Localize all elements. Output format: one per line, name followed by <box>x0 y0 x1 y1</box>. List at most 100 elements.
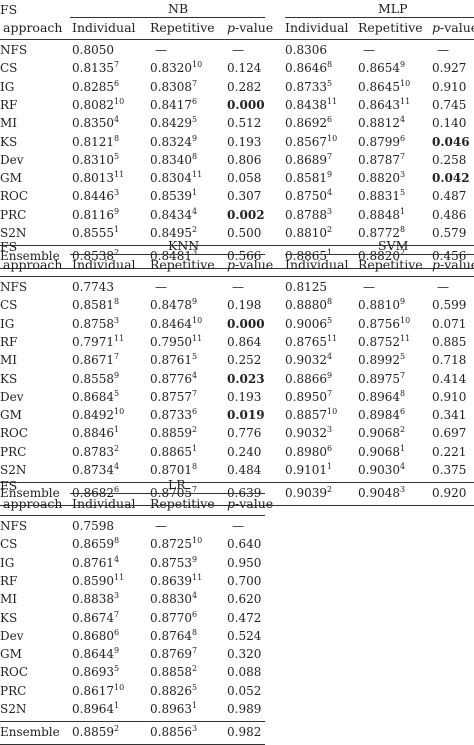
fs-method-label: RF <box>0 97 18 112</box>
rank-superscript: 3 <box>192 248 198 257</box>
col-repetitive: Repetitive <box>358 20 423 35</box>
fs-method-label: CS <box>0 61 18 76</box>
ensemble-rule <box>0 482 474 483</box>
p-value: 0.697 <box>432 426 467 441</box>
repetitive-value: 0.84176 <box>150 96 198 112</box>
group-rule <box>70 17 265 18</box>
individual-value: 0.86598 <box>72 536 120 552</box>
rank-superscript: 8 <box>114 133 120 143</box>
individual-value: 0.801311 <box>72 170 125 186</box>
rank-superscript: 9 <box>192 133 198 143</box>
fs-method-label: PRC <box>0 207 27 222</box>
p-value: — <box>232 280 244 294</box>
model-title-knn: KNN <box>168 238 200 253</box>
fs-method-label: ROC <box>0 665 29 680</box>
rank-superscript: 9 <box>192 297 198 307</box>
p-value: 0.052 <box>227 683 262 698</box>
fs-method-label: ROC <box>0 426 29 441</box>
ensemble-p-value: 0.566 <box>227 249 262 263</box>
fs-method-label: GM <box>0 408 22 423</box>
fs-method-label: RF <box>0 573 18 588</box>
rank-superscript: 8 <box>400 388 406 398</box>
rank-superscript: 9 <box>327 370 333 380</box>
rank-superscript: 6 <box>192 96 198 106</box>
individual-value: 0.81169 <box>72 206 120 222</box>
rank-superscript: 5 <box>114 388 120 398</box>
individual-value: 0.81357 <box>72 60 120 76</box>
rank-superscript: 11 <box>114 170 125 180</box>
repetitive-value: 0.864311 <box>358 96 411 112</box>
rank-superscript: 3 <box>327 425 333 435</box>
rank-superscript: 2 <box>114 443 120 453</box>
fs-method-label: ROC <box>0 189 29 204</box>
p-value: 0.341 <box>432 408 467 423</box>
rank-superscript: 2 <box>327 485 333 494</box>
p-value: 0.252 <box>227 353 262 368</box>
fs-method-label: CS <box>0 537 18 552</box>
p-value: 0.140 <box>432 116 467 131</box>
rank-superscript: 5 <box>114 664 120 674</box>
individual-value: 0.8050 <box>72 43 114 57</box>
rank-superscript: 5 <box>192 682 198 692</box>
rank-superscript: 5 <box>192 352 198 362</box>
individual-value: 0.88383 <box>72 591 120 607</box>
individual-value: 0.86717 <box>72 352 120 368</box>
p-value: 0.700 <box>227 573 262 588</box>
repetitive-value: 0.863911 <box>150 572 203 588</box>
rank-superscript: 7 <box>400 151 406 161</box>
rank-superscript: 9 <box>114 646 120 656</box>
repetitive-value: 0.88109 <box>358 297 406 313</box>
rank-superscript: 7 <box>114 352 120 362</box>
rank-superscript: 6 <box>400 133 406 143</box>
repetitive-value: 0.875211 <box>358 333 411 349</box>
individual-value: 0.8125 <box>285 280 327 294</box>
rank-superscript: 1 <box>327 248 333 257</box>
repetitive-value: 0.89648 <box>358 388 406 404</box>
p-value: 0.124 <box>227 61 262 76</box>
col-individual: Individual <box>285 20 349 35</box>
repetitive-value: 0.88582 <box>150 664 198 680</box>
rank-superscript: 6 <box>114 627 120 637</box>
rank-superscript: 9 <box>192 554 198 564</box>
repetitive-value: 0.89757 <box>358 370 406 386</box>
individual-value: 0.85589 <box>72 370 120 386</box>
p-value: 0.046 <box>432 134 470 149</box>
p-value: 0.320 <box>227 647 262 662</box>
p-value: 0.524 <box>227 628 262 643</box>
rank-superscript: 4 <box>192 370 198 380</box>
rank-superscript: 7 <box>192 485 198 494</box>
p-value: 0.258 <box>432 152 467 167</box>
rank-superscript: 6 <box>114 485 120 494</box>
col-p-value: p-value <box>432 257 474 272</box>
repetitive-value: 0.88592 <box>150 425 198 441</box>
rank-superscript: 9 <box>327 170 333 180</box>
individual-value: 0.88461 <box>72 425 120 441</box>
rank-superscript: 4 <box>114 462 120 471</box>
fs-header: FS <box>0 239 18 254</box>
rank-superscript: 4 <box>327 352 333 362</box>
repetitive-value: 0.83087 <box>150 78 198 94</box>
individual-value: 0.90065 <box>285 315 333 331</box>
repetitive-value: 0.83249 <box>150 133 198 149</box>
individual-value: 0.83504 <box>72 115 120 131</box>
approach-header: approach <box>3 257 63 272</box>
col-repetitive: Repetitive <box>150 20 215 35</box>
rank-superscript: 1 <box>400 443 406 453</box>
col-repetitive: Repetitive <box>150 496 215 511</box>
rank-superscript: 10 <box>192 315 203 325</box>
individual-value: 0.89507 <box>285 388 333 404</box>
rank-superscript: 7 <box>400 370 406 380</box>
header-rule <box>0 276 474 277</box>
p-value: 0.745 <box>432 97 467 112</box>
p-value: 0.989 <box>227 702 262 716</box>
rank-superscript: 8 <box>192 627 198 637</box>
group-rule <box>285 17 474 18</box>
p-value: 0.375 <box>432 463 467 477</box>
individual-value: 0.82856 <box>72 78 120 94</box>
approach-header: approach <box>3 20 63 35</box>
fs-method-label: GM <box>0 647 22 662</box>
rank-superscript: 9 <box>114 206 120 216</box>
individual-value: 0.843811 <box>285 96 338 112</box>
col-individual: Individual <box>72 257 136 272</box>
p-value: 0.193 <box>227 134 262 149</box>
